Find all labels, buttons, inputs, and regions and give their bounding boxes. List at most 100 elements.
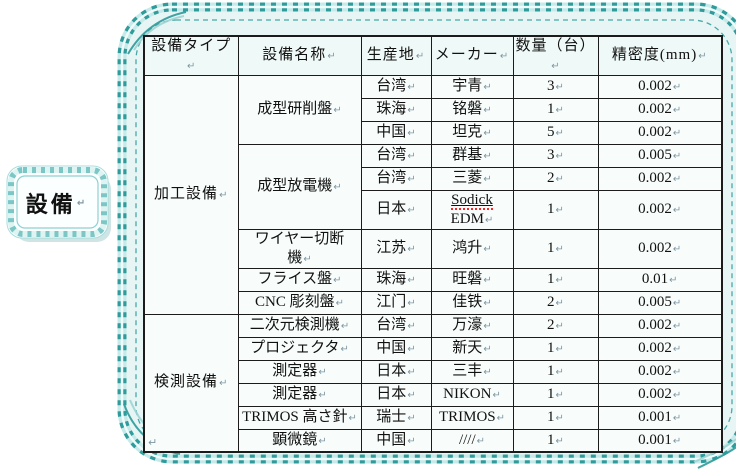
return-mark-icon: ↵ bbox=[555, 390, 564, 402]
column-header: 設備タイプ↵ bbox=[143, 35, 239, 76]
quantity-cell: 1↵ bbox=[512, 359, 599, 384]
return-mark-icon: ↵ bbox=[340, 344, 349, 356]
quantity-cell: 2↵ bbox=[512, 313, 599, 338]
return-mark-icon: ↵ bbox=[483, 344, 492, 356]
table-row: 成型放電機↵ 台湾↵ 群基↵ 3↵ 0.005↵ bbox=[144, 143, 723, 230]
paragraph-return-mark: ↵ bbox=[148, 436, 158, 449]
precision-cell: 0.005↵ bbox=[597, 143, 723, 168]
table-header: 設備タイプ↵ 設備名称↵ 生産地↵ メーカー↵ 数量（台）↵ 精密度(mm)↵ bbox=[143, 35, 723, 76]
return-mark-icon: ↵ bbox=[483, 82, 492, 94]
table-row: 検測設備↵ 二次元検測機↵ 台湾↵ 万濠↵ 2↵ 0.002↵ bbox=[143, 313, 723, 453]
return-mark-icon: ↵ bbox=[318, 390, 327, 402]
return-mark-icon: ↵ bbox=[303, 253, 312, 265]
return-mark-icon: ↵ bbox=[407, 105, 416, 117]
return-mark-icon: ↵ bbox=[483, 105, 492, 117]
return-mark-icon: ↵ bbox=[348, 413, 357, 425]
return-mark-icon: ↵ bbox=[407, 205, 416, 217]
return-mark-icon: ↵ bbox=[555, 344, 564, 356]
return-mark-icon: ↵ bbox=[335, 298, 344, 310]
precision-cell: 0.002↵ bbox=[597, 166, 723, 191]
quantity-cell: 5↵ bbox=[512, 120, 599, 145]
return-mark-icon: ↵ bbox=[187, 60, 197, 72]
return-mark-icon: ↵ bbox=[672, 298, 682, 310]
return-mark-icon: ↵ bbox=[483, 298, 492, 310]
precision-cell: 0.002↵ bbox=[597, 74, 723, 99]
return-mark-icon: ↵ bbox=[672, 151, 682, 163]
origin-cell: 台湾↵ bbox=[360, 166, 432, 191]
equipment-type-cell: 加工設備↵ bbox=[143, 74, 239, 315]
table-row: CNC 彫刻盤↵ 江门↵ 佳铁↵ 2↵ 0.005↵ bbox=[144, 290, 723, 315]
return-mark-icon: ↵ bbox=[672, 344, 682, 356]
return-mark-icon: ↵ bbox=[407, 174, 416, 186]
origin-cell: 江苏↵ bbox=[360, 228, 432, 269]
return-mark-icon: ↵ bbox=[407, 275, 416, 287]
return-mark-icon: ↵ bbox=[476, 435, 486, 447]
return-mark-icon: ↵ bbox=[672, 367, 682, 379]
label-box-inner-line bbox=[16, 175, 99, 229]
origin-cell: 中国↵ bbox=[360, 428, 432, 453]
frame-band-split bbox=[120, 5, 736, 461]
return-mark-icon: ↵ bbox=[340, 321, 350, 333]
label-box-frame bbox=[6, 165, 111, 242]
return-mark-icon: ↵ bbox=[499, 51, 510, 63]
return-mark-icon: ↵ bbox=[555, 205, 564, 217]
return-mark-icon: ↵ bbox=[407, 435, 416, 447]
origin-cell: 台湾↵ bbox=[360, 143, 432, 168]
return-mark-icon: ↵ bbox=[415, 51, 426, 63]
return-mark-icon: ↵ bbox=[555, 321, 564, 333]
return-mark-icon: ↵ bbox=[219, 378, 229, 390]
maker-cell: ////↵ bbox=[430, 428, 514, 453]
equipment-table: 設備タイプ↵ 設備名称↵ 生産地↵ メーカー↵ 数量（台）↵ 精密度(mm)↵ 加工設備↵… bbox=[143, 35, 723, 453]
return-mark-icon: ↵ bbox=[407, 413, 416, 425]
return-mark-icon: ↵ bbox=[407, 298, 416, 310]
equipment-name-cell: 二次元検測機↵ bbox=[237, 313, 362, 338]
origin-cell: 台湾↵ bbox=[360, 313, 432, 338]
return-mark-icon: ↵ bbox=[483, 367, 492, 379]
quantity-cell: 3↵ bbox=[512, 143, 599, 168]
return-mark-icon: ↵ bbox=[327, 51, 337, 63]
return-mark-icon: ↵ bbox=[672, 105, 682, 117]
origin-cell: 台湾↵ bbox=[360, 74, 432, 99]
return-mark-icon: ↵ bbox=[483, 244, 492, 256]
return-mark-icon: ↵ bbox=[407, 82, 416, 94]
quantity-cell: 1↵ bbox=[512, 267, 599, 292]
return-mark-icon: ↵ bbox=[483, 128, 492, 140]
origin-cell: 珠海↵ bbox=[360, 267, 432, 292]
return-mark-icon: ↵ bbox=[407, 344, 416, 356]
maker-cell: 铭磐↵ bbox=[430, 97, 514, 122]
precision-cell: 0.002↵ bbox=[597, 359, 723, 384]
return-mark-icon: ↵ bbox=[407, 128, 416, 140]
quantity-cell: 1↵ bbox=[512, 336, 599, 361]
equipment-name-cell: ワイヤー切断 機↵ bbox=[237, 228, 362, 269]
return-mark-icon: ↵ bbox=[555, 128, 564, 140]
precision-cell: 0.002↵ bbox=[597, 382, 723, 407]
return-mark-icon: ↵ bbox=[669, 275, 678, 287]
equipment-name-cell: 成型放電機↵ bbox=[237, 143, 362, 230]
return-mark-icon: ↵ bbox=[555, 174, 564, 186]
return-mark-icon: ↵ bbox=[483, 174, 492, 186]
precision-cell: 0.001↵ bbox=[597, 405, 723, 430]
maker-cell: 旺磐↵ bbox=[430, 267, 514, 292]
quantity-cell: 1↵ bbox=[512, 189, 599, 230]
return-mark-icon: ↵ bbox=[555, 435, 564, 447]
return-mark-icon: ↵ bbox=[555, 105, 564, 117]
table-row: ワイヤー切断 機↵ 江苏↵ 鸿升↵ 1↵ 0.002↵ bbox=[144, 228, 723, 269]
precision-cell: 0.002↵ bbox=[597, 228, 723, 269]
return-mark-icon: ↵ bbox=[672, 82, 682, 94]
return-mark-icon: ↵ bbox=[672, 174, 682, 186]
equipment-name-cell: フライス盤↵ bbox=[237, 267, 362, 292]
return-mark-icon: ↵ bbox=[407, 367, 416, 379]
maker-cell: 三丰↵ bbox=[430, 359, 514, 384]
return-mark-icon: ↵ bbox=[672, 128, 682, 140]
return-mark-icon: ↵ bbox=[407, 244, 416, 256]
return-mark-icon: ↵ bbox=[496, 413, 506, 425]
origin-cell: 中国↵ bbox=[360, 336, 432, 361]
quantity-cell: 3↵ bbox=[512, 74, 599, 99]
return-mark-icon: ↵ bbox=[555, 244, 564, 256]
return-mark-icon: ↵ bbox=[555, 298, 564, 310]
return-mark-icon: ↵ bbox=[672, 413, 682, 425]
origin-cell: 珠海↵ bbox=[360, 97, 432, 122]
return-mark-icon: ↵ bbox=[484, 214, 494, 226]
return-mark-icon: ↵ bbox=[555, 413, 564, 425]
